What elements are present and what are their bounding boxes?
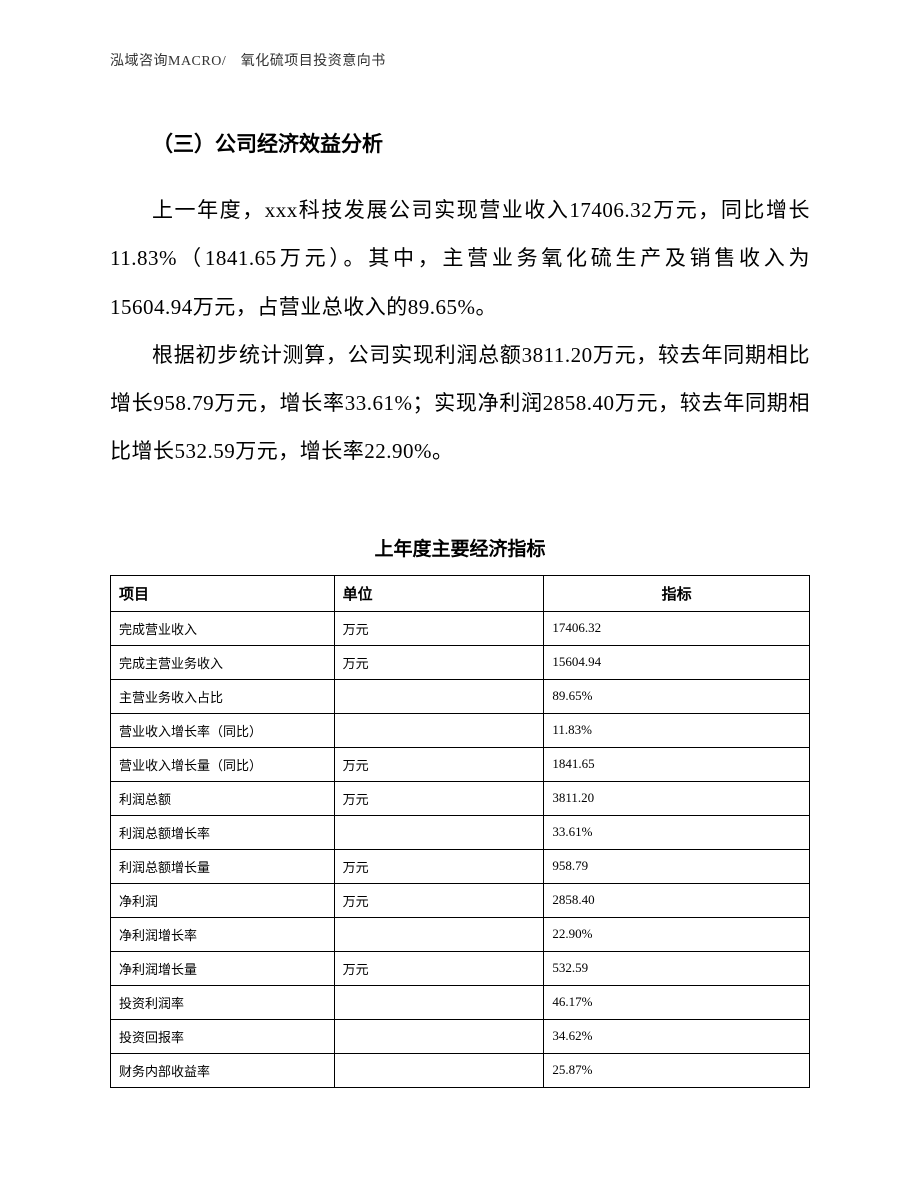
table-row: 净利润增长率 22.90%	[111, 917, 810, 951]
table-cell-unit: 万元	[334, 747, 544, 781]
table-row: 主营业务收入占比 89.65%	[111, 679, 810, 713]
table-cell-value: 958.79	[544, 849, 810, 883]
table-header-unit: 单位	[334, 575, 544, 611]
table-cell-item: 投资利润率	[111, 985, 335, 1019]
table-cell-value: 46.17%	[544, 985, 810, 1019]
table-cell-item: 营业收入增长量（同比）	[111, 747, 335, 781]
table-cell-unit: 万元	[334, 645, 544, 679]
table-title: 上年度主要经济指标	[110, 534, 810, 561]
table-row: 投资回报率 34.62%	[111, 1019, 810, 1053]
table-row: 营业收入增长率（同比） 11.83%	[111, 713, 810, 747]
document-header: 泓域咨询MACRO/ 氧化硫项目投资意向书	[110, 50, 810, 70]
table-cell-unit: 万元	[334, 611, 544, 645]
table-row: 利润总额 万元 3811.20	[111, 781, 810, 815]
table-cell-unit: 万元	[334, 883, 544, 917]
table-cell-unit	[334, 1019, 544, 1053]
table-cell-value: 532.59	[544, 951, 810, 985]
table-cell-item: 利润总额增长量	[111, 849, 335, 883]
table-cell-value: 89.65%	[544, 679, 810, 713]
table-row: 财务内部收益率 25.87%	[111, 1053, 810, 1087]
table-row: 营业收入增长量（同比） 万元 1841.65	[111, 747, 810, 781]
document-page: 泓域咨询MACRO/ 氧化硫项目投资意向书 （三）公司经济效益分析 上一年度，x…	[0, 0, 920, 1138]
table-cell-item: 完成主营业务收入	[111, 645, 335, 679]
table-row: 净利润增长量 万元 532.59	[111, 951, 810, 985]
economic-indicators-table: 项目 单位 指标 完成营业收入 万元 17406.32 完成主营业务收入 万元 …	[110, 575, 810, 1088]
table-cell-item: 净利润增长率	[111, 917, 335, 951]
table-body: 完成营业收入 万元 17406.32 完成主营业务收入 万元 15604.94 …	[111, 611, 810, 1087]
table-header-item: 项目	[111, 575, 335, 611]
table-cell-item: 净利润	[111, 883, 335, 917]
spacer	[110, 476, 810, 534]
table-cell-item: 投资回报率	[111, 1019, 335, 1053]
table-cell-item: 完成营业收入	[111, 611, 335, 645]
table-cell-value: 33.61%	[544, 815, 810, 849]
paragraph-2: 根据初步统计测算，公司实现利润总额3811.20万元，较去年同期相比增长958.…	[110, 331, 810, 476]
table-cell-unit: 万元	[334, 781, 544, 815]
table-cell-value: 3811.20	[544, 781, 810, 815]
table-cell-unit: 万元	[334, 849, 544, 883]
table-row: 净利润 万元 2858.40	[111, 883, 810, 917]
table-cell-value: 22.90%	[544, 917, 810, 951]
table-cell-item: 营业收入增长率（同比）	[111, 713, 335, 747]
table-cell-value: 1841.65	[544, 747, 810, 781]
table-cell-item: 主营业务收入占比	[111, 679, 335, 713]
table-cell-value: 25.87%	[544, 1053, 810, 1087]
paragraph-1: 上一年度，xxx科技发展公司实现营业收入17406.32万元，同比增长11.83…	[110, 186, 810, 331]
table-cell-value: 17406.32	[544, 611, 810, 645]
section-title: （三）公司经济效益分析	[110, 128, 810, 158]
table-cell-unit	[334, 679, 544, 713]
table-row: 完成主营业务收入 万元 15604.94	[111, 645, 810, 679]
table-cell-item: 净利润增长量	[111, 951, 335, 985]
table-cell-unit	[334, 985, 544, 1019]
table-cell-unit	[334, 1053, 544, 1087]
table-cell-unit	[334, 917, 544, 951]
table-cell-value: 2858.40	[544, 883, 810, 917]
table-cell-item: 利润总额增长率	[111, 815, 335, 849]
table-cell-item: 财务内部收益率	[111, 1053, 335, 1087]
table-cell-value: 15604.94	[544, 645, 810, 679]
table-cell-value: 34.62%	[544, 1019, 810, 1053]
table-cell-unit	[334, 713, 544, 747]
table-cell-unit: 万元	[334, 951, 544, 985]
table-row: 利润总额增长率 33.61%	[111, 815, 810, 849]
table-header-indicator: 指标	[544, 575, 810, 611]
table-row: 完成营业收入 万元 17406.32	[111, 611, 810, 645]
table-cell-unit	[334, 815, 544, 849]
table-cell-item: 利润总额	[111, 781, 335, 815]
table-header-row: 项目 单位 指标	[111, 575, 810, 611]
table-row: 投资利润率 46.17%	[111, 985, 810, 1019]
table-cell-value: 11.83%	[544, 713, 810, 747]
table-row: 利润总额增长量 万元 958.79	[111, 849, 810, 883]
